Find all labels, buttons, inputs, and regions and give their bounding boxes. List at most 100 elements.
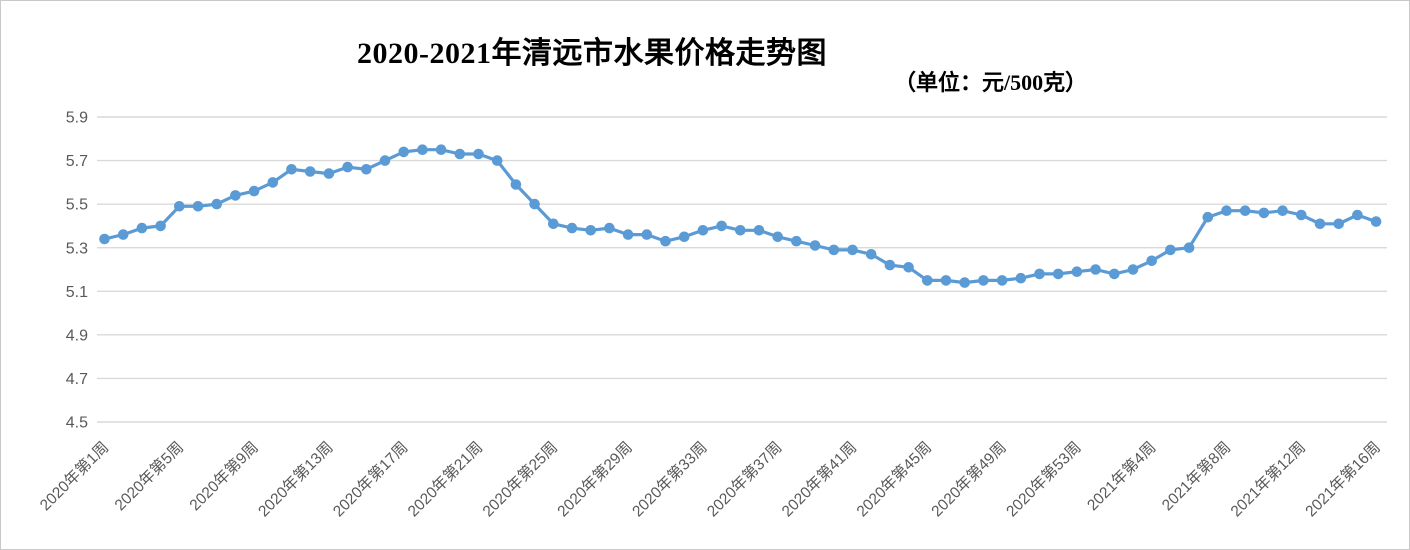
x-axis-tick-label: 2020年第33周 [629, 438, 711, 520]
y-axis-tick-label: 5.7 [66, 153, 88, 170]
x-axis-tick-label: 2020年第13周 [255, 438, 337, 520]
data-point-marker [230, 190, 241, 201]
x-axis-tick-label: 2021年第8周 [1158, 438, 1234, 514]
y-axis-tick-label: 5.5 [66, 197, 88, 214]
data-point-marker [267, 177, 279, 188]
data-point-marker [286, 164, 297, 175]
data-point-marker [903, 262, 914, 273]
chart-title: 2020-2021年清远市水果价格走势图 [357, 37, 827, 70]
data-point-marker [604, 222, 615, 234]
x-axis-tick-label: 2020年第5周 [111, 438, 187, 514]
data-point-marker [1258, 207, 1270, 219]
x-axis-tick-label: 2020年第25周 [479, 438, 561, 520]
x-axis-tick-label: 2020年第1周 [36, 438, 112, 514]
data-point-marker [248, 185, 260, 197]
x-axis-tick-label: 2020年第37周 [703, 438, 785, 520]
data-point-marker [1277, 205, 1288, 216]
x-axis-tick-label: 2020年第41周 [778, 438, 860, 520]
data-point-marker [211, 198, 222, 210]
data-point-marker [809, 240, 821, 251]
data-point-marker [585, 225, 596, 236]
data-point-marker [192, 201, 204, 212]
data-point-marker [155, 220, 166, 232]
y-axis-tick-label: 4.9 [66, 327, 88, 344]
x-axis-tick-label: 2020年第17周 [329, 438, 411, 520]
x-axis-labels: 2020年第1周 2020年第5周 2020年第9周2020年第13周2020年第1… [36, 438, 1384, 520]
data-point-marker [791, 235, 802, 247]
data-point-marker [1034, 268, 1045, 280]
data-point-marker [566, 222, 578, 234]
data-point-marker [510, 179, 522, 190]
data-point-marker [174, 201, 185, 212]
x-axis-tick-label: 2020年第29周 [554, 438, 636, 520]
x-axis-tick-label: 2021年第16周 [1302, 438, 1384, 520]
data-point-marker [1239, 205, 1251, 216]
y-axis-tick-label: 5.9 [66, 110, 88, 127]
data-point-marker [398, 146, 410, 158]
y-axis-tick-label: 4.7 [66, 371, 88, 388]
data-point-marker [99, 233, 110, 245]
data-point-marker [1109, 268, 1120, 280]
data-point-marker [323, 168, 335, 179]
data-point-marker [772, 231, 783, 243]
data-point-markers [99, 144, 1382, 288]
data-point-marker [828, 244, 840, 256]
x-axis-tick-label: 2020年第21周 [404, 438, 486, 520]
data-point-marker [491, 155, 503, 166]
data-point-marker [753, 225, 765, 236]
data-point-marker [529, 198, 540, 210]
data-point-marker [1352, 209, 1363, 221]
data-point-marker [884, 259, 896, 271]
x-axis-tick-label: 2020年第49周 [928, 438, 1010, 520]
data-point-marker [1183, 242, 1195, 253]
x-axis-tick-label: 2021年第4周 [1083, 438, 1159, 514]
data-point-marker [117, 229, 129, 240]
data-point-marker [1165, 244, 1176, 256]
data-point-marker [847, 244, 858, 256]
data-point-marker [865, 249, 877, 260]
data-point-marker [417, 144, 428, 155]
data-point-marker [304, 166, 316, 177]
data-point-marker [922, 275, 933, 286]
data-point-marker [678, 231, 690, 243]
data-point-marker [641, 229, 653, 240]
data-point-marker [1127, 264, 1139, 275]
data-point-marker [548, 218, 559, 230]
data-point-marker [361, 164, 372, 175]
data-point-marker [473, 148, 484, 160]
data-point-marker [940, 275, 952, 286]
data-point-marker [136, 222, 148, 234]
x-axis-tick-label: 2020年第53周 [1003, 438, 1085, 520]
data-point-marker [978, 275, 989, 286]
data-point-marker [1071, 266, 1083, 278]
data-point-marker [342, 161, 353, 173]
data-point-marker [1015, 272, 1027, 284]
data-point-marker [1314, 218, 1326, 230]
gridlines [97, 116, 1387, 423]
y-axis-tick-label: 5.1 [66, 284, 88, 301]
data-point-marker [1333, 218, 1344, 230]
chart-unit-label: （单位：元/500克） [894, 70, 1088, 95]
data-point-marker [1052, 268, 1064, 280]
data-point-marker [660, 235, 671, 247]
data-point-marker [1370, 216, 1382, 227]
data-point-marker [735, 225, 746, 236]
y-axis-tick-label: 4.5 [66, 415, 88, 432]
data-point-marker [1221, 205, 1232, 216]
data-point-marker [379, 155, 391, 166]
data-point-marker [1202, 211, 1214, 223]
data-point-marker [1296, 209, 1307, 221]
data-point-marker [996, 275, 1008, 286]
x-axis-tick-label: 2020年第45周 [853, 438, 935, 520]
data-point-marker [1090, 264, 1101, 275]
x-axis-tick-label: 2020年第9周 [186, 438, 262, 514]
x-axis-tick-label: 2021年第12周 [1227, 438, 1309, 520]
data-point-marker [959, 277, 970, 288]
data-point-marker [697, 225, 709, 236]
y-axis-labels: 4.5 4.7 4.9 5.1 5.3 5.5 5.7 5.9 [66, 110, 88, 432]
data-point-marker [622, 229, 634, 240]
data-point-marker [716, 220, 727, 232]
y-axis-tick-label: 5.3 [66, 240, 88, 257]
